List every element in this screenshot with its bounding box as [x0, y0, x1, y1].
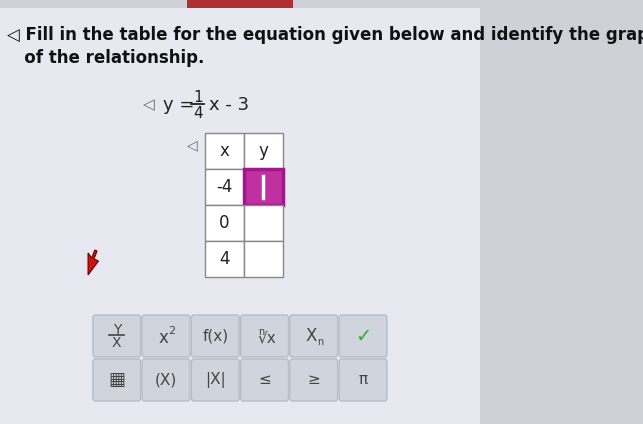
Bar — [244, 169, 283, 205]
Text: π: π — [359, 373, 368, 388]
Text: (X): (X) — [155, 373, 177, 388]
Text: x - 3: x - 3 — [209, 96, 249, 114]
Text: ◁: ◁ — [143, 98, 155, 112]
Text: 2: 2 — [168, 326, 175, 336]
FancyBboxPatch shape — [192, 359, 239, 401]
FancyBboxPatch shape — [339, 359, 387, 401]
Text: ≤: ≤ — [258, 373, 271, 388]
Text: Y: Y — [113, 323, 121, 337]
Polygon shape — [88, 250, 98, 275]
Bar — [205, 169, 244, 205]
FancyBboxPatch shape — [93, 315, 141, 357]
Text: y: y — [258, 142, 268, 160]
Text: 1: 1 — [193, 89, 203, 104]
Text: 0: 0 — [219, 214, 230, 232]
FancyBboxPatch shape — [240, 315, 289, 357]
Text: |X|: |X| — [205, 372, 226, 388]
Text: x: x — [220, 142, 230, 160]
Text: n: n — [316, 337, 323, 347]
Text: ▦: ▦ — [108, 371, 125, 389]
FancyBboxPatch shape — [142, 315, 190, 357]
Text: of the relationship.: of the relationship. — [8, 49, 205, 67]
FancyBboxPatch shape — [290, 359, 338, 401]
Bar — [186, 0, 293, 8]
FancyBboxPatch shape — [192, 315, 239, 357]
Text: f(x): f(x) — [203, 329, 228, 343]
FancyBboxPatch shape — [290, 315, 338, 357]
Text: √x: √x — [257, 330, 276, 346]
Bar — [205, 133, 244, 169]
Text: x: x — [159, 329, 168, 347]
FancyBboxPatch shape — [339, 315, 387, 357]
Text: 4: 4 — [219, 250, 230, 268]
Text: ◁ Fill in the table for the equation given below and identify the graph: ◁ Fill in the table for the equation giv… — [8, 26, 643, 44]
FancyBboxPatch shape — [240, 359, 289, 401]
Text: -4: -4 — [217, 178, 233, 196]
Text: X: X — [112, 336, 122, 350]
Text: 4: 4 — [193, 106, 203, 122]
Bar — [205, 205, 244, 241]
Bar — [244, 133, 283, 169]
Bar — [244, 241, 283, 277]
Text: ≥: ≥ — [307, 373, 320, 388]
Text: n: n — [258, 327, 264, 337]
FancyBboxPatch shape — [93, 359, 141, 401]
Text: ✓: ✓ — [355, 326, 371, 346]
FancyBboxPatch shape — [142, 359, 190, 401]
Bar — [205, 241, 244, 277]
Text: X: X — [306, 327, 317, 345]
Text: y =: y = — [163, 96, 194, 114]
Bar — [244, 205, 283, 241]
Text: ◁: ◁ — [187, 138, 198, 152]
